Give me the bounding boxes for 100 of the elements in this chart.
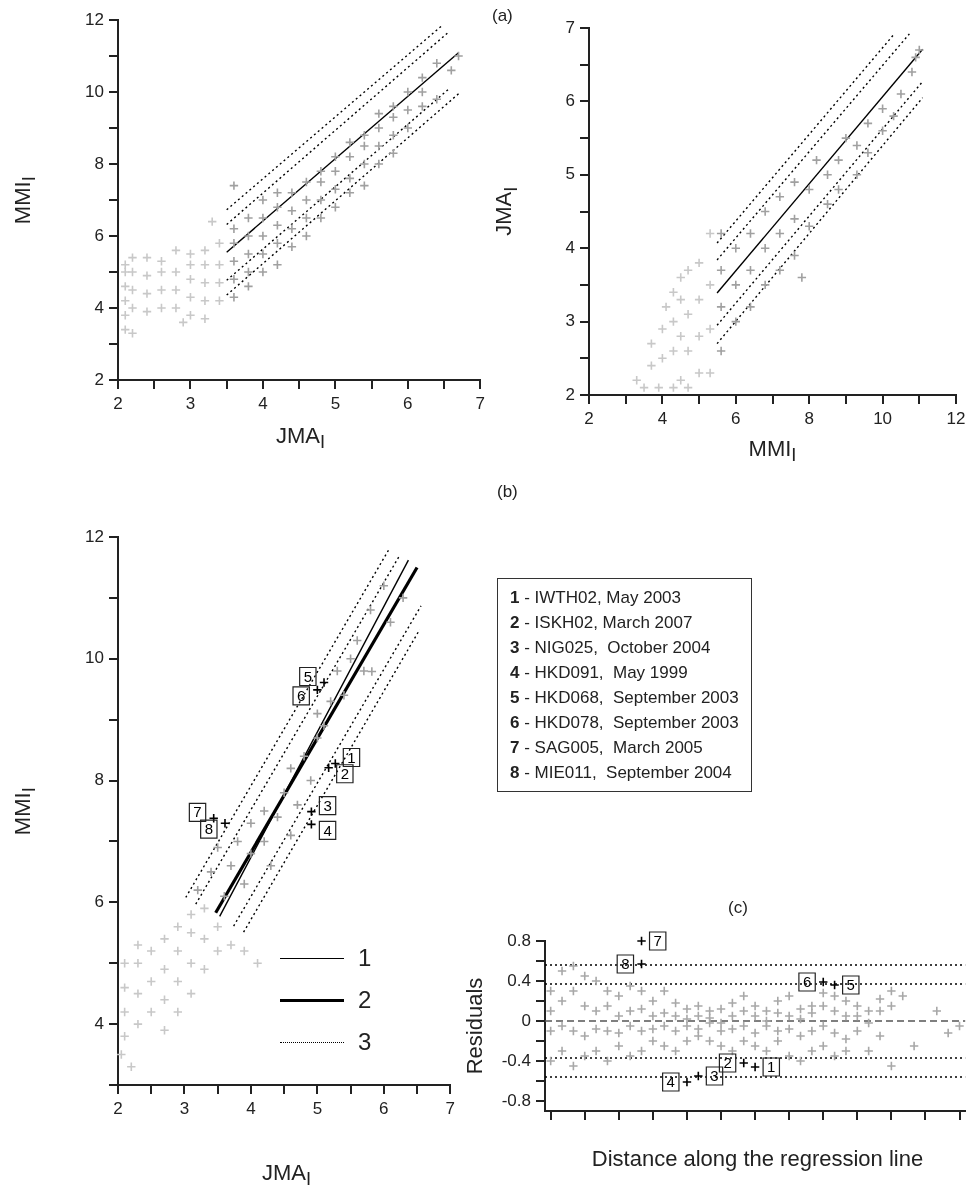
point bbox=[683, 345, 694, 356]
y-tick-label: 10 bbox=[85, 81, 104, 101]
point bbox=[219, 818, 230, 829]
point bbox=[625, 981, 636, 991]
point bbox=[647, 1011, 658, 1021]
point bbox=[625, 1051, 636, 1061]
point bbox=[818, 1041, 829, 1051]
point bbox=[716, 345, 727, 356]
point bbox=[146, 1006, 157, 1017]
point bbox=[579, 1051, 590, 1061]
x-tick-label: 7 bbox=[475, 393, 486, 413]
y-tick-label: 4 bbox=[94, 297, 104, 317]
point bbox=[132, 958, 143, 969]
annotation: 5 bbox=[846, 976, 855, 994]
point bbox=[146, 946, 157, 957]
point bbox=[730, 243, 741, 254]
point bbox=[875, 994, 886, 1004]
x-tick-label: 8 bbox=[804, 408, 814, 428]
text: (c) bbox=[728, 898, 748, 918]
y-axis-title: Residuals bbox=[462, 977, 488, 1075]
point bbox=[647, 1024, 658, 1034]
point bbox=[750, 1001, 761, 1011]
point bbox=[378, 580, 389, 591]
x-tick-label: 4 bbox=[246, 1098, 256, 1118]
point bbox=[738, 991, 749, 1001]
annotation: 2 bbox=[340, 764, 349, 782]
y-tick-label: 8 bbox=[94, 770, 104, 790]
point bbox=[840, 996, 851, 1006]
legend-label: 2 bbox=[358, 986, 372, 1014]
point bbox=[840, 133, 851, 144]
point bbox=[647, 996, 658, 1006]
point bbox=[613, 1028, 624, 1038]
point bbox=[239, 946, 250, 957]
point bbox=[774, 265, 785, 276]
point bbox=[760, 243, 771, 254]
y-tick-label: -0.4 bbox=[501, 1050, 531, 1070]
point bbox=[358, 665, 369, 676]
point bbox=[806, 1026, 817, 1036]
y-tick-label: 6 bbox=[565, 91, 575, 111]
point bbox=[206, 866, 217, 877]
point bbox=[818, 1001, 829, 1011]
point bbox=[199, 259, 210, 270]
point bbox=[716, 1018, 727, 1028]
point bbox=[705, 279, 716, 290]
point bbox=[716, 1026, 727, 1036]
x-tick-label: 5 bbox=[330, 393, 341, 413]
text: 7 - SAG005, March 2005 bbox=[510, 738, 703, 757]
annotation: 8 bbox=[621, 955, 630, 973]
point bbox=[784, 1011, 795, 1021]
point bbox=[579, 1031, 590, 1041]
text: (a) bbox=[492, 6, 513, 26]
y-tick-label: 12 bbox=[85, 526, 104, 546]
y-tick-label: 12 bbox=[85, 9, 104, 29]
annotation: 2 bbox=[723, 1054, 732, 1072]
x-tick-label: 7 bbox=[445, 1098, 456, 1118]
point bbox=[750, 1062, 761, 1072]
y-tick-label: 10 bbox=[85, 648, 104, 668]
x-tick-label: 6 bbox=[379, 1098, 389, 1118]
point bbox=[784, 991, 795, 1001]
point bbox=[772, 996, 783, 1006]
point bbox=[750, 1028, 761, 1038]
legend-label: 3 bbox=[358, 1028, 372, 1056]
point bbox=[716, 1041, 727, 1051]
point bbox=[784, 1024, 795, 1034]
point bbox=[120, 295, 131, 306]
x-tick-label: 6 bbox=[403, 393, 413, 413]
point bbox=[120, 259, 131, 270]
point bbox=[625, 1006, 636, 1016]
text: 3 - NIG025, October 2004 bbox=[510, 638, 711, 657]
point bbox=[170, 303, 181, 313]
point bbox=[738, 1036, 749, 1046]
point bbox=[716, 265, 727, 276]
point bbox=[931, 1006, 942, 1016]
point bbox=[774, 191, 785, 202]
point bbox=[172, 1006, 183, 1017]
point bbox=[199, 277, 210, 288]
annotation: 6 bbox=[802, 973, 812, 991]
point bbox=[265, 860, 276, 871]
point bbox=[613, 1011, 624, 1021]
point bbox=[659, 986, 670, 996]
text: 6 - HKD078, September 2003 bbox=[510, 713, 739, 732]
x-tick-label: 4 bbox=[258, 393, 268, 413]
point bbox=[681, 1014, 692, 1024]
point bbox=[840, 1011, 851, 1021]
y-tick-label: 0.8 bbox=[507, 930, 531, 950]
x-tick-label: 3 bbox=[185, 393, 196, 413]
point bbox=[192, 885, 203, 896]
x-tick-label: 2 bbox=[113, 1098, 123, 1118]
y-tick-label: 6 bbox=[94, 225, 104, 245]
x-tick-label: 2 bbox=[113, 393, 123, 413]
point bbox=[897, 991, 908, 1001]
point bbox=[591, 1024, 602, 1034]
text: 2 - ISKH02, March 2007 bbox=[510, 613, 693, 632]
point bbox=[245, 818, 256, 829]
annotation: 6 bbox=[297, 686, 306, 704]
point bbox=[909, 1041, 920, 1051]
point bbox=[760, 279, 771, 290]
point bbox=[683, 265, 694, 276]
point bbox=[784, 1051, 795, 1061]
point bbox=[683, 309, 694, 320]
